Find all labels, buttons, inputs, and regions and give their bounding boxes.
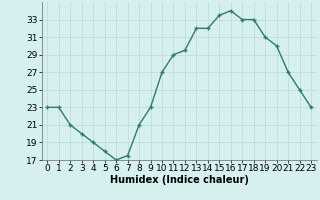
X-axis label: Humidex (Indice chaleur): Humidex (Indice chaleur) xyxy=(110,175,249,185)
